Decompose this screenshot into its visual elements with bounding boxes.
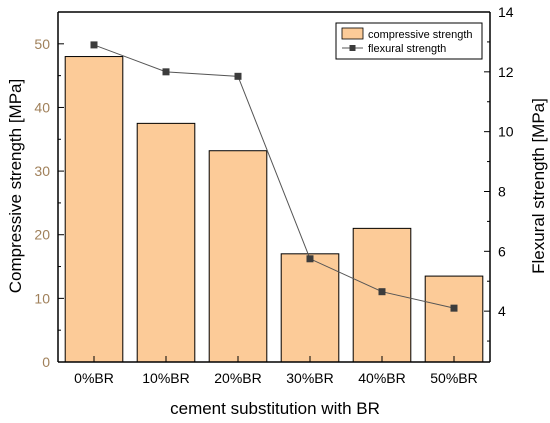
x-tick-label: 30%BR [286,370,333,386]
line-layer [90,41,458,312]
ticks-layer: 0 10 20 30 40 50 4 6 8 10 12 14 0%BR 10%BR 20%BR 30%BR 4… [34,4,513,386]
bar-30%BR [280,253,340,363]
y-left-tick-label: 40 [34,99,50,115]
flexural-marker-10%BR [162,68,170,76]
x-tick-label: 50%BR [430,370,477,386]
bar-0%BR [64,56,124,363]
x-tick-label: 20%BR [214,370,261,386]
bar-10%BR [136,122,196,363]
y-right-axis-title: Flexural strength [MPa] [529,98,548,274]
flexural-line [93,44,455,309]
x-tick-label: 0%BR [74,370,114,386]
flexural-marker-30%BR [306,255,314,263]
y-left-tick-label: 20 [34,227,50,243]
legend-swatch-compressive [341,27,364,40]
y-right-tick-label: 14 [498,4,514,20]
legend-marker-flexural [349,45,356,51]
y-right-tick-label: 4 [498,303,506,319]
y-left-axis-title: Compressive strength [MPa] [6,79,25,293]
y-right-tick-label: 12 [498,64,514,80]
x-axis-title: cement substitution with BR [170,399,380,418]
flexural-marker-40%BR [378,288,386,296]
bar-50%BR [424,275,484,363]
flexural-marker-0%BR [90,41,98,49]
bars-layer [64,56,484,363]
legend-label-compressive: compressive strength [368,29,473,41]
x-tick-label: 10%BR [142,370,189,386]
y-left-tick-label: 0 [42,354,50,370]
y-right-tick-label: 10 [498,124,514,140]
flexural-marker-50%BR [450,304,458,312]
bar-20%BR [208,150,268,363]
flexural-marker-20%BR [234,72,242,80]
legend: compressive strength flexural strength [335,22,483,60]
x-tick-label: 40%BR [358,370,405,386]
y-right-tick-label: 6 [498,243,506,259]
y-right-tick-label: 8 [498,183,506,199]
y-left-tick-label: 10 [34,290,50,306]
y-left-tick-label: 50 [34,36,50,52]
legend-label-flexural: flexural strength [368,43,446,55]
axes-layer [57,11,491,363]
y-left-tick-label: 30 [34,163,50,179]
